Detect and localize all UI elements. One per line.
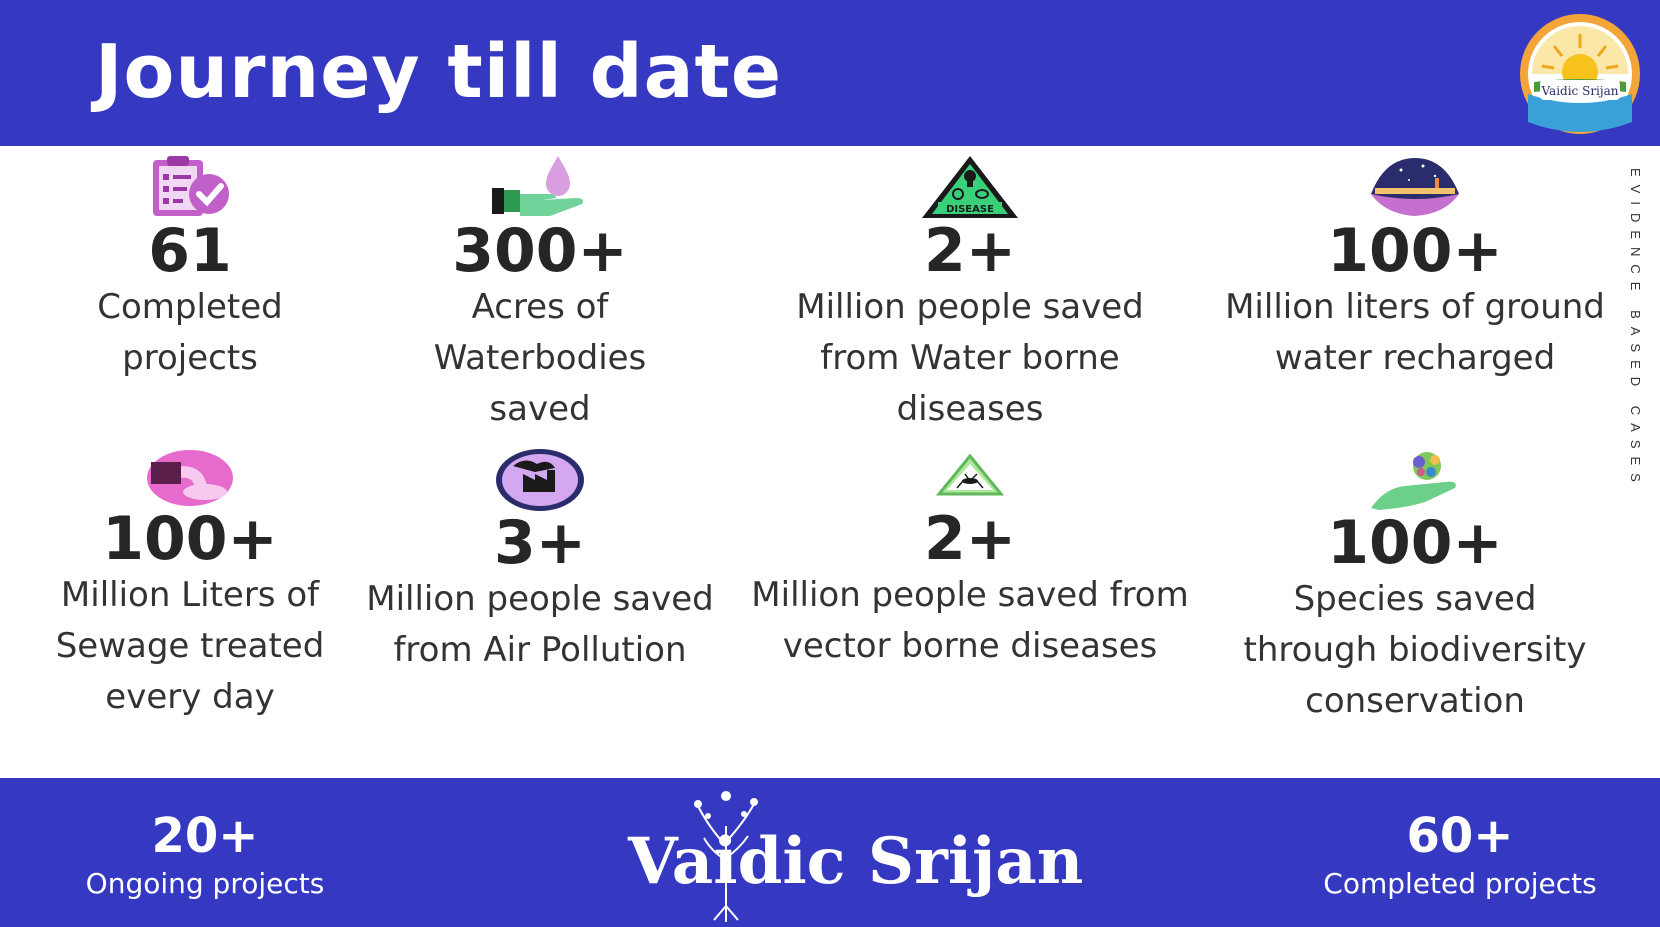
night-water-scene-icon	[1371, 158, 1459, 216]
stat-label-line: Million people saved	[796, 287, 1144, 327]
footer-brand: Vaidic Srijan	[628, 786, 1084, 924]
svg-text:DISEASE: DISEASE	[946, 204, 994, 215]
stat-label-line: through biodiversity	[1243, 630, 1587, 670]
stat-value: 100+	[1327, 216, 1503, 286]
stat-label-line: Acres of	[471, 287, 609, 327]
footer-completed-value: 60+	[1406, 808, 1514, 864]
stat-species-saved: 100+ Species saved through biodiversity …	[1220, 448, 1610, 727]
stat-label-line: projects	[122, 338, 258, 378]
footer-ongoing-value: 20+	[151, 808, 259, 864]
page-title: Journey till date	[95, 29, 783, 115]
stat-label-line: Waterbodies	[433, 338, 647, 378]
footer-completed-projects: 60+ Completed projects	[1300, 808, 1620, 904]
stat-value: 300+	[452, 216, 628, 286]
stat-label-line: saved	[489, 389, 591, 429]
stat-value: 100+	[1327, 508, 1503, 578]
stat-label-line: every day	[105, 677, 275, 717]
stat-label-line: diseases	[896, 389, 1044, 429]
brand-name: Vaidic Srijan	[628, 824, 1084, 899]
stat-waterbodies: 300+ Acres of Waterbodies saved	[380, 154, 700, 435]
factory-pollution-icon	[496, 449, 584, 511]
stat-value: 61	[148, 216, 232, 286]
stat-label-line: Million people saved from	[751, 575, 1189, 615]
stat-label-line: from Air Pollution	[393, 630, 687, 670]
stat-value: 2+	[923, 216, 1017, 286]
stat-air-pollution: 3+ Million people saved from Air Polluti…	[355, 448, 725, 676]
mosquito-warning-icon	[935, 453, 1005, 496]
stat-sewage-treated: 100+ Million Liters of Sewage treated ev…	[40, 448, 340, 723]
footer-completed-label: Completed projects	[1323, 867, 1597, 900]
stat-completed-projects: 61 Completed projects	[40, 154, 340, 384]
footer-bar	[0, 778, 1660, 927]
stat-vector-borne-diseases: 2+ Million people saved from vector born…	[730, 448, 1210, 672]
stat-label-line: Million liters of ground	[1225, 287, 1605, 327]
vaidic-srijan-logo: Vaidic Srijan	[1520, 14, 1640, 134]
sewage-pipe-icon	[147, 450, 233, 506]
svg-text:Vaidic Srijan: Vaidic Srijan	[1540, 84, 1618, 98]
stat-label-line: Million Liters of	[60, 575, 320, 615]
stat-groundwater: 100+ Million liters of ground water rech…	[1210, 154, 1620, 384]
disease-warning-icon: DISEASE	[922, 156, 1018, 218]
clipboard-check-icon	[153, 156, 229, 216]
stat-label-line: Completed	[97, 287, 283, 327]
tree-icon	[694, 791, 758, 922]
header-bar	[0, 0, 1660, 146]
stat-value: 2+	[923, 504, 1017, 574]
stat-label-line: Species saved	[1293, 579, 1537, 619]
stat-value: 3+	[493, 508, 587, 578]
stat-water-borne-diseases: DISEASE 2+ Million people saved from Wat…	[770, 154, 1170, 435]
biodiversity-hand-icon	[1371, 452, 1456, 510]
stat-value: 100+	[102, 504, 278, 574]
stat-label-line: from Water borne	[820, 338, 1120, 378]
footer-ongoing-label: Ongoing projects	[85, 867, 325, 900]
stat-label-line: conservation	[1305, 681, 1525, 721]
stat-label-line: Million people saved	[366, 579, 714, 619]
stat-label-line: Sewage treated	[55, 626, 325, 666]
stat-label-line: vector borne diseases	[782, 626, 1158, 666]
stat-label-line: water recharged	[1274, 338, 1556, 378]
footer-ongoing-projects: 20+ Ongoing projects	[60, 808, 350, 904]
water-drop-hand-icon	[492, 156, 584, 216]
side-tag: EVIDENCE BASED CASES	[1628, 168, 1643, 490]
